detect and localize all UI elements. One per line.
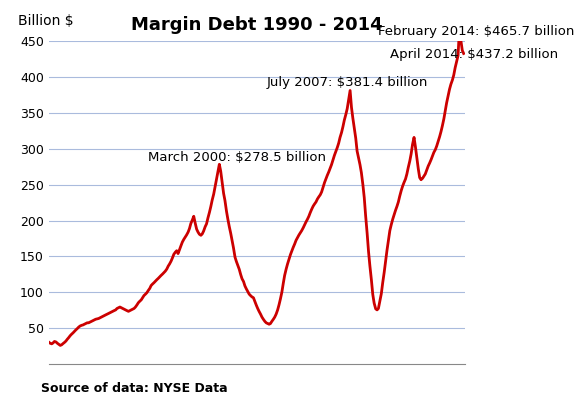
Text: Source of data: NYSE Data: Source of data: NYSE Data (41, 382, 228, 395)
Text: Billion $: Billion $ (17, 14, 73, 28)
Text: July 2007: $381.4 billion: July 2007: $381.4 billion (267, 76, 428, 89)
Title: Margin Debt 1990 - 2014: Margin Debt 1990 - 2014 (131, 16, 383, 34)
Text: February 2014: $465.7 billion: February 2014: $465.7 billion (378, 25, 574, 38)
Text: April 2014: $437.2 billion: April 2014: $437.2 billion (390, 48, 558, 61)
Text: March 2000: $278.5 billion: March 2000: $278.5 billion (148, 151, 326, 164)
